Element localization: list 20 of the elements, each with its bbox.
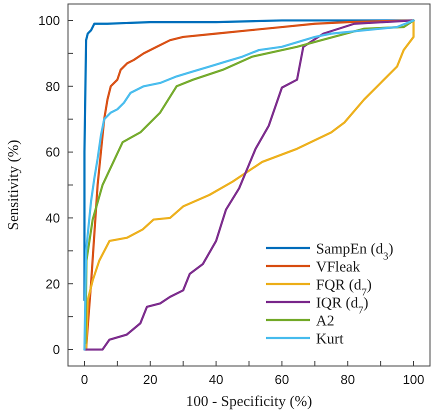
y-tick-label: 40 xyxy=(46,210,60,226)
legend-label: IQR (d$_{7}$) xyxy=(316,295,368,316)
x-axis-title: 100 - Specificity (%) xyxy=(186,394,312,410)
y-tick-label: 100 xyxy=(38,13,60,28)
legend-label: SampEn (d$_{3}$) xyxy=(316,241,394,262)
legend-label: A2 xyxy=(316,313,334,330)
y-tick-label: 80 xyxy=(46,78,60,94)
x-tick-label: 80 xyxy=(340,372,355,387)
x-tick-label: 20 xyxy=(143,372,158,387)
legend-label: Kurt xyxy=(316,331,344,348)
x-tick-label: 0 xyxy=(80,372,88,387)
legend-label: FQR (d$_{7}$) xyxy=(316,277,372,298)
x-tick-label: 40 xyxy=(208,372,224,387)
y-tick-label: 20 xyxy=(46,276,60,292)
y-tick-label: 0 xyxy=(52,342,60,358)
y-axis-title: Sensitivity (%) xyxy=(6,140,22,230)
y-tick-label: 60 xyxy=(46,144,60,160)
x-tick-label: 60 xyxy=(274,372,290,387)
x-tick-label: 100 xyxy=(402,372,424,387)
legend-label: VFleak xyxy=(316,259,361,276)
